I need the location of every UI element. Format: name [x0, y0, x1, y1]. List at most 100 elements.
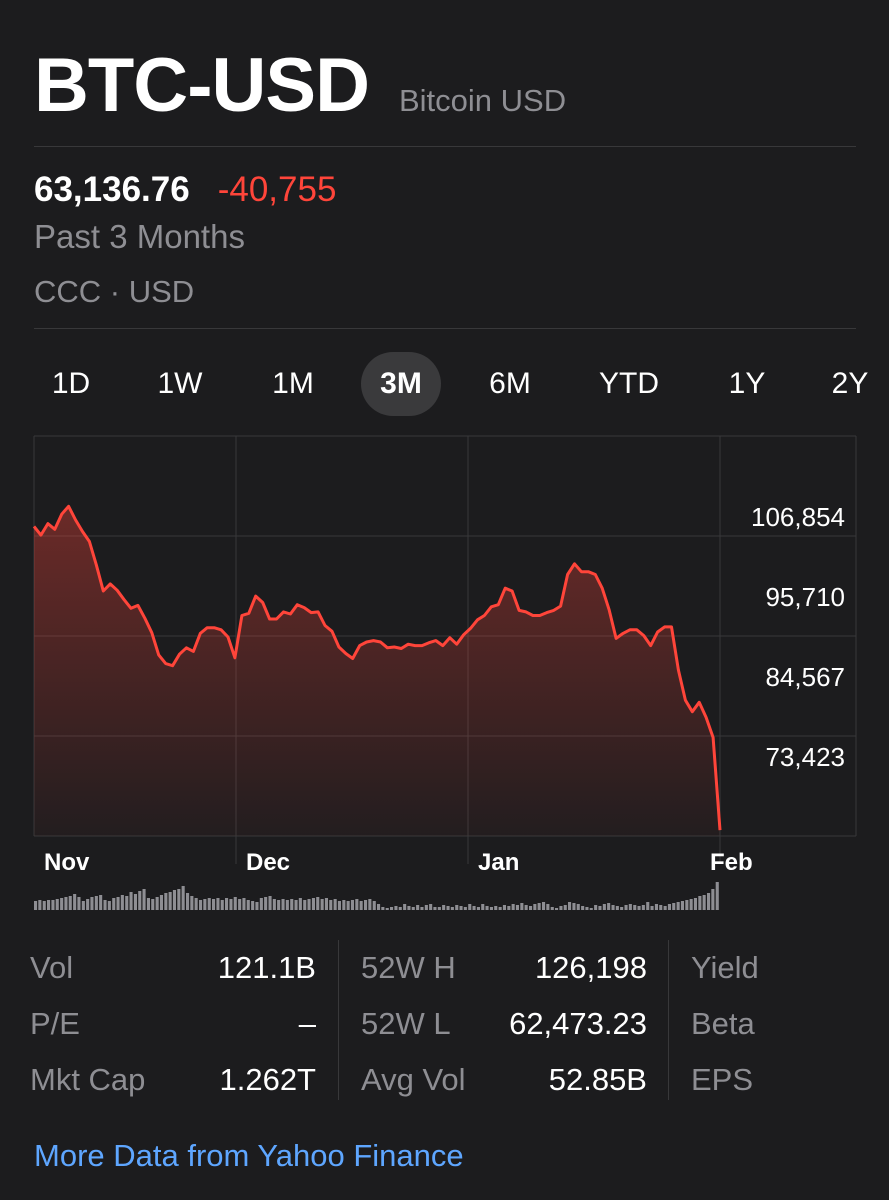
volume-bar	[568, 902, 572, 910]
volume-bar	[680, 901, 684, 910]
volume-bar	[116, 897, 120, 910]
volume-bar	[86, 899, 90, 910]
price-area-fill	[34, 506, 720, 836]
stats-grid: Vol 121.1B P/E – Mkt Cap 1.262T 52W H 12…	[8, 940, 889, 1100]
tab-2y[interactable]: 2Y	[831, 367, 869, 400]
stats-column: Yield Beta EPS	[668, 940, 889, 1100]
volume-bar	[650, 906, 654, 910]
volume-bar	[238, 899, 242, 910]
volume-bar	[355, 899, 359, 910]
volume-bar	[112, 898, 116, 910]
volume-bar	[203, 899, 207, 910]
y-tick-label: 106,854	[751, 502, 845, 532]
volume-bar	[199, 900, 203, 910]
volume-bar	[251, 901, 255, 910]
tab-6m[interactable]: 6M	[489, 367, 531, 400]
volume-bar	[542, 902, 546, 910]
volume-bar	[77, 897, 81, 910]
volume-bar	[511, 904, 515, 910]
volume-bar	[264, 897, 268, 910]
volume-bar	[385, 908, 389, 910]
volume-bar	[555, 908, 559, 910]
volume-bar	[333, 899, 337, 910]
volume-bar	[47, 900, 51, 910]
stat-value: 121.1B	[217, 950, 316, 985]
volume-bar	[303, 900, 307, 910]
volume-bar	[129, 892, 133, 910]
more-data-link[interactable]: More Data from Yahoo Finance	[34, 1138, 464, 1173]
volume-bar	[194, 898, 198, 910]
volume-bar	[663, 906, 667, 910]
volume-bar	[151, 899, 155, 910]
tab-1y[interactable]: 1Y	[728, 367, 766, 400]
volume-bar	[246, 900, 250, 910]
volume-bar	[442, 905, 446, 910]
stat-yield: Yield	[669, 940, 889, 996]
volume-bar	[294, 900, 298, 910]
volume-bar	[472, 906, 476, 910]
tab-ytd[interactable]: YTD	[599, 367, 659, 400]
volume-bar	[290, 899, 294, 910]
volume-bar	[702, 895, 706, 910]
volume-bar	[42, 901, 46, 910]
volume-bar	[320, 899, 324, 910]
tab-1w[interactable]: 1W	[157, 367, 203, 400]
tab-3m[interactable]: 3M	[361, 352, 441, 416]
volume-bar	[563, 905, 567, 910]
volume-bar	[433, 907, 437, 910]
range-tabs: 1D 1W 1M 3M 6M YTD 1Y 2Y	[0, 352, 889, 416]
volume-bar	[394, 906, 398, 910]
stat-value: 126,198	[534, 950, 647, 985]
volume-bar	[337, 901, 341, 910]
volume-bar	[99, 895, 103, 910]
price-chart[interactable]: 106,854 95,710 84,567 73,423 Nov Dec Jan Feb	[0, 430, 889, 920]
volume-bar	[168, 892, 172, 910]
volume-bar	[411, 907, 415, 910]
volume-bar	[424, 905, 428, 910]
volume-bar	[572, 903, 576, 910]
y-axis-labels: 106,854 95,710 84,567 73,423	[751, 502, 845, 772]
period-label: Past 3 Months	[34, 218, 245, 255]
volume-bar	[73, 894, 77, 910]
volume-bar	[186, 893, 190, 910]
volume-bar	[615, 906, 619, 910]
volume-bar	[216, 898, 220, 910]
volume-bar	[225, 898, 229, 910]
volume-bar	[581, 906, 585, 910]
volume-bar	[667, 904, 671, 910]
x-tick-label: Jan	[478, 849, 519, 876]
volume-bar	[576, 904, 580, 910]
volume-bar	[233, 897, 237, 910]
x-tick-label: Nov	[44, 849, 90, 876]
stat-value: 1.262T	[219, 1062, 316, 1097]
stat-volume: Vol 121.1B	[8, 940, 338, 996]
divider	[34, 328, 856, 329]
volume-bar	[146, 898, 150, 910]
volume-bar	[316, 897, 320, 910]
volume-bar	[372, 901, 376, 910]
volume-bar	[120, 895, 124, 910]
volume-bar	[620, 907, 624, 910]
volume-bar	[585, 907, 589, 910]
volume-bar	[524, 905, 528, 910]
tab-1m[interactable]: 1M	[272, 367, 314, 400]
volume-bar	[259, 898, 263, 910]
volume-bar	[81, 901, 85, 910]
stat-label: EPS	[691, 1062, 754, 1097]
volume-bar	[698, 896, 702, 910]
volume-bar	[177, 889, 181, 910]
volume-bar	[537, 903, 541, 910]
stat-label: 52W H	[361, 950, 456, 985]
stat-value: 52.85B	[548, 1062, 647, 1097]
volume-bar	[390, 907, 394, 910]
volume-bar	[628, 904, 632, 910]
stat-market-cap: Mkt Cap 1.262T	[8, 1052, 338, 1108]
volume-bar	[272, 899, 276, 910]
y-tick-label: 84,567	[765, 662, 845, 692]
volume-bar	[646, 902, 650, 910]
volume-bar	[242, 898, 246, 910]
volume-bar	[546, 904, 550, 910]
volume-bar	[416, 905, 420, 910]
tab-1d[interactable]: 1D	[51, 367, 91, 400]
volume-bar	[707, 893, 711, 910]
